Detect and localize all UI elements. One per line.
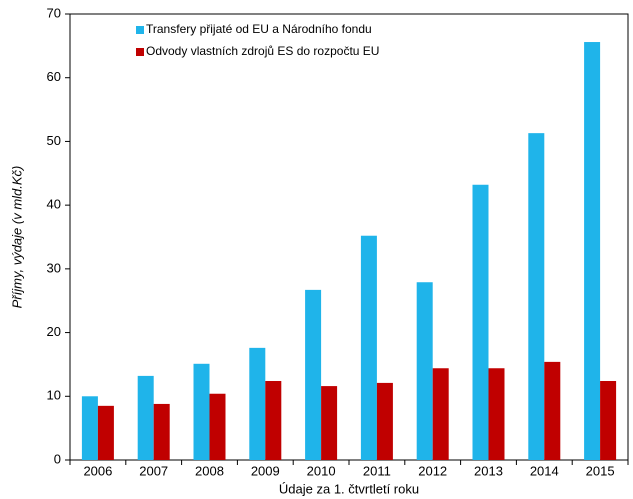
x-tick-label: 2006	[83, 463, 112, 478]
bar	[97, 405, 114, 460]
legend-label: Transfery přijaté od EU a Národního fond…	[146, 22, 372, 36]
x-axis-label: Údaje za 1. čtvrtletí roku	[279, 481, 419, 496]
bar	[265, 380, 282, 460]
x-tick-label: 2012	[418, 463, 447, 478]
x-tick-label: 2014	[530, 463, 559, 478]
legend-swatch	[136, 26, 144, 34]
bar	[584, 42, 601, 460]
legend-label: Odvody vlastních zdrojů ES do rozpočtu E…	[146, 44, 379, 58]
y-tick-label: 10	[47, 388, 61, 403]
bar	[249, 347, 266, 460]
bar	[376, 382, 393, 460]
bar	[432, 368, 449, 460]
bar	[488, 368, 505, 460]
bar	[81, 396, 98, 460]
bar	[416, 282, 433, 460]
bar	[544, 361, 561, 460]
bar	[472, 184, 489, 461]
bar	[193, 363, 210, 460]
x-tick-label: 2009	[251, 463, 280, 478]
bar	[209, 393, 226, 460]
bar	[360, 235, 377, 460]
y-tick-label: 50	[47, 133, 61, 148]
bar	[321, 386, 338, 460]
bar	[153, 403, 170, 460]
bar	[137, 375, 154, 460]
y-tick-label: 60	[47, 69, 61, 84]
y-tick-label: 20	[47, 324, 61, 339]
y-axis-label: Příjmy, výdaje (v mld.Kč)	[9, 166, 24, 309]
x-tick-label: 2015	[586, 463, 615, 478]
y-tick-label: 70	[47, 5, 61, 20]
x-tick-label: 2013	[474, 463, 503, 478]
bar	[305, 289, 322, 460]
bar	[528, 133, 545, 460]
x-tick-label: 2010	[307, 463, 336, 478]
y-tick-label: 40	[47, 197, 61, 212]
legend-swatch	[136, 48, 144, 56]
x-tick-label: 2008	[195, 463, 224, 478]
bar	[600, 380, 617, 460]
x-tick-label: 2007	[139, 463, 168, 478]
y-tick-label: 0	[54, 451, 61, 466]
x-tick-label: 2011	[363, 463, 391, 478]
y-tick-label: 30	[47, 260, 61, 275]
